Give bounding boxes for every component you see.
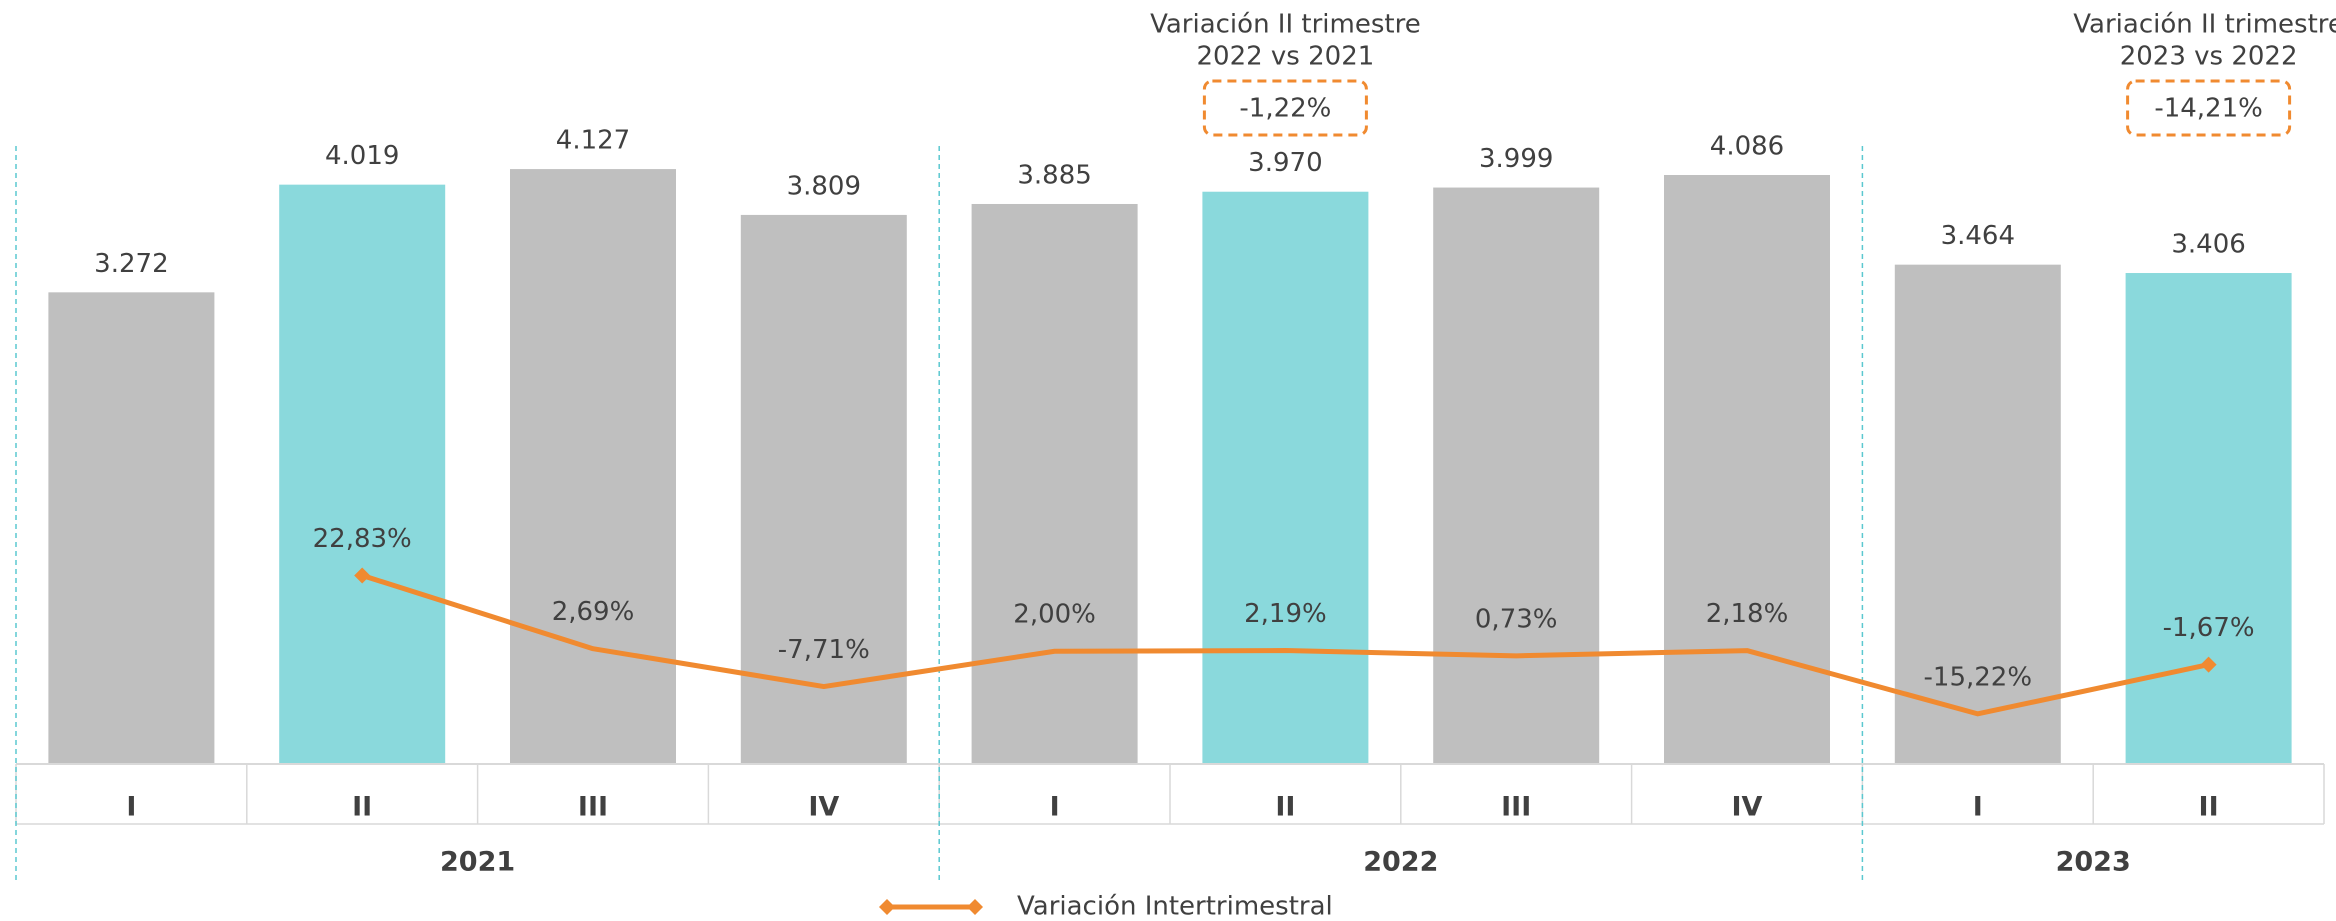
bar-value-label: 3.999 [1479,144,1553,174]
x-tick-label: II [352,792,372,823]
line-series [361,573,2210,717]
bar [1894,264,2061,764]
annotation-text: 2022 vs 2021 [1196,42,1374,72]
group-label: 2021 [440,847,515,878]
bar-value-label: 3.272 [94,249,168,279]
line-value-label: 0,73% [1475,604,1558,634]
bar [1433,187,1600,764]
x-tick-label: II [2199,792,2219,823]
x-tick-label: III [1501,792,1531,823]
x-tick-label: I [1050,792,1060,823]
line-value-label: -15,22% [1924,662,2033,692]
bar-value-label: 3.970 [1248,148,1322,178]
bar [510,169,676,764]
annotation-value: -1,22% [1239,94,1331,124]
bar-value-label: 3.406 [2171,230,2245,260]
bar [48,292,215,764]
line-marker [2200,656,2217,673]
line-value-label: 2,69% [552,597,635,627]
x-tick-label: III [578,792,608,823]
bar-value-label: 4.019 [325,141,399,171]
line-value-label: 2,19% [1244,599,1327,629]
x-tick-label: IV [1732,792,1763,823]
bar [740,214,907,764]
line-value-label: 2,00% [1013,600,1096,630]
bar-value-label: 3.885 [1017,160,1091,190]
bar [2125,273,2292,764]
bar [1664,174,1830,764]
line-value-label: 22,83% [313,524,412,554]
group-label: 2022 [1363,847,1438,878]
x-tick-label: II [1275,792,1295,823]
annotation-value: -14,21% [2154,94,2263,124]
line-value-label: -1,67% [2163,613,2255,643]
bar-value-label: 4.086 [1710,131,1784,161]
legend-marker [879,899,895,915]
annotation-text: Variación II trimestre [2073,10,2336,40]
bar [279,184,446,765]
x-tick-label: I [1973,792,1983,823]
annotation-text: 2023 vs 2022 [2120,42,2298,72]
x-tick-label: I [126,792,136,823]
line-value-label: -7,71% [778,635,870,665]
bar-value-label: 4.127 [556,126,630,156]
line-marker [354,567,371,584]
group-label: 2023 [2056,847,2131,878]
bar-value-label: 3.809 [787,171,861,201]
bar [1202,191,1369,764]
bar-value-label: 3.464 [1941,221,2015,251]
bar [971,203,1138,765]
legend-marker [967,899,983,915]
x-tick-label: IV [808,792,839,823]
legend-label: Variación Intertrimestral [1017,892,1333,921]
annotation-text: Variación II trimestre [1150,10,1421,40]
line-value-label: 2,18% [1706,599,1789,629]
